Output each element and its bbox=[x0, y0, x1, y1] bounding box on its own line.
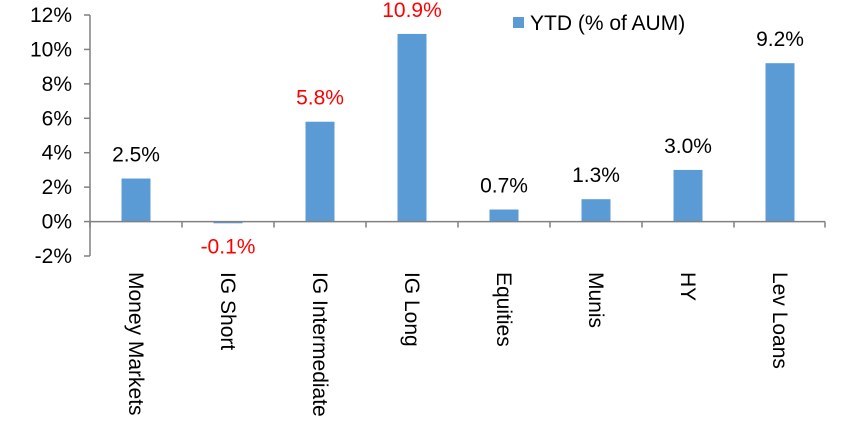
bar-money-markets bbox=[121, 178, 151, 222]
legend-swatch bbox=[513, 17, 524, 28]
y-tick-label: -2% bbox=[35, 245, 72, 268]
bar-ig-intermediate bbox=[305, 121, 335, 222]
data-label: 9.2% bbox=[756, 28, 804, 51]
data-label: 1.3% bbox=[572, 164, 620, 187]
data-label: 0.7% bbox=[480, 175, 528, 198]
x-tick-label: IG Short bbox=[216, 272, 239, 350]
y-tick-label: 0% bbox=[42, 211, 72, 234]
bar-ig-short bbox=[213, 221, 243, 224]
x-tick-label: Munis bbox=[584, 272, 607, 328]
data-label: 5.8% bbox=[296, 87, 344, 110]
x-tick-label: Lev Loans bbox=[768, 272, 791, 369]
x-tick-label: Money Markets bbox=[124, 272, 147, 416]
data-label: 2.5% bbox=[112, 144, 160, 167]
data-label: 3.0% bbox=[664, 135, 712, 158]
bar-lev-loans bbox=[765, 63, 795, 222]
data-label: -0.1% bbox=[201, 235, 256, 258]
y-tick-label: 4% bbox=[42, 142, 72, 165]
data-label: 10.9% bbox=[382, 0, 442, 22]
y-tick-label: 6% bbox=[42, 107, 72, 130]
y-tick-label: 2% bbox=[42, 176, 72, 199]
x-tick-label: IG Intermediate bbox=[308, 272, 331, 417]
y-tick-label: 10% bbox=[30, 38, 72, 61]
y-tick-label: 12% bbox=[30, 4, 72, 27]
x-tick-label: HY bbox=[676, 272, 699, 301]
y-tick-label: 8% bbox=[42, 73, 72, 96]
x-tick-label: Equities bbox=[492, 272, 515, 347]
legend-label: YTD (% of AUM) bbox=[530, 12, 685, 35]
bar-ig-long bbox=[397, 33, 427, 222]
x-tick-label: IG Long bbox=[400, 272, 423, 347]
bar-hy bbox=[673, 169, 703, 222]
bar-munis bbox=[581, 199, 611, 222]
bar-equities bbox=[489, 209, 519, 222]
